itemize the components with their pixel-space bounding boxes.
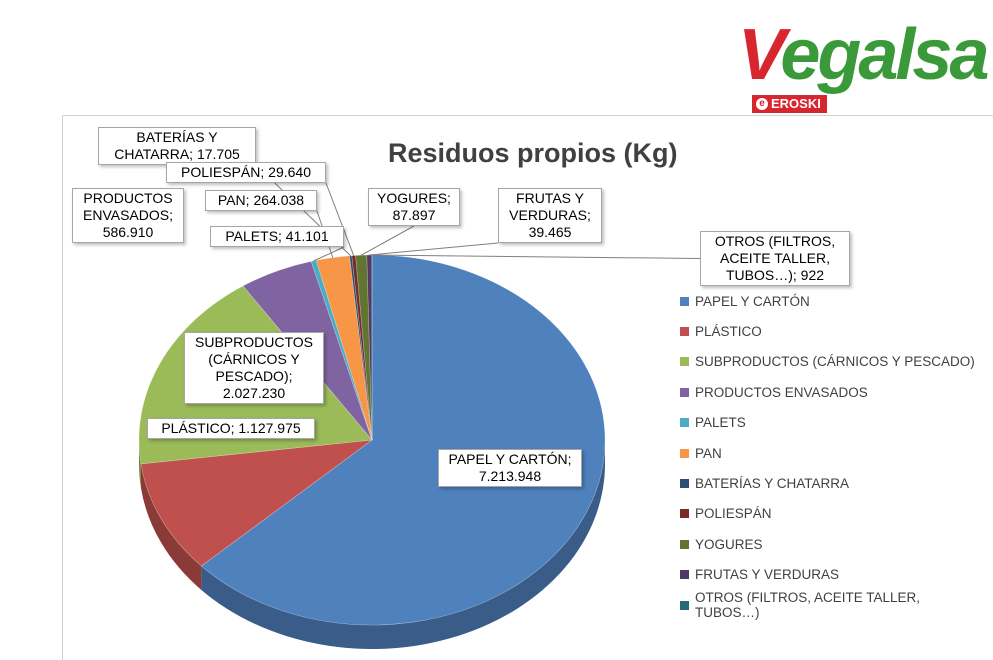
legend-label: PAPEL Y CARTÓN [695,293,810,309]
eroski-icon: e [756,98,768,110]
data-label-plastico: PLÁSTICO; 1.127.975 [147,418,315,439]
leader-line-frutas-y-verduras [369,242,499,256]
legend-item-productos-envasados: PRODUCTOS ENVASADOS [668,377,986,407]
leader-line-palets [313,246,345,262]
eroski-badge: e EROSKI [752,95,827,113]
legend-swatch [680,539,689,549]
legend-label: SUBPRODUCTOS (CÁRNICOS Y PESCADO) [695,354,975,370]
pie-side-plastico [140,463,202,590]
legend-swatch [680,448,689,458]
chart-title: Residuos propios (Kg) [388,138,678,168]
legend-label: FRUTAS Y VERDURAS [695,567,840,583]
legend-item-palets: PALETS [668,408,986,438]
vegalsa-eroski-logo: Vegalsa e EROSKI [734,15,990,118]
data-label-palets: PALETS; 41.101 [210,226,344,247]
legend-swatch [680,387,689,397]
legend-label: PRODUCTOS ENVASADOS [695,384,868,400]
legend-swatch [680,418,689,428]
legend-label: OTROS (FILTROS, ACEITE TALLER, TUBOS…) [695,590,921,621]
pie-slice-papel-y-carton [200,254,606,626]
data-label-otros-filtros-aceite-taller-tubos: OTROS (FILTROS, ACEITE TALLER, TUBOS…); … [700,231,850,286]
leader-line-yogures [360,225,415,256]
data-label-productos-envasados: PRODUCTOS ENVASADOS; 586.910 [72,188,184,243]
leader-line-otros-filtros-aceite-taller-tubos [371,254,701,259]
legend-item-papel-y-carton: PAPEL Y CARTÓN [668,286,986,316]
logo-wordmark: Vegalsa [738,15,990,95]
legend-label: PLÁSTICO [695,324,762,340]
legend-label: YOGURES [695,536,763,552]
legend-label: BATERÍAS Y CHATARRA [695,476,850,492]
pie-side-subproductos-carnicos-y-pescado [139,440,141,488]
eroski-label: EROSKI [771,96,821,111]
legend-swatch [680,296,689,306]
pie-slice-yogures [355,254,373,441]
legend-swatch [680,327,689,337]
data-label-poliespan: POLIESPÁN; 29.640 [166,162,326,183]
legend-swatch [680,600,689,610]
legend-item-poliespan: POLIESPÁN [668,499,986,529]
legend-item-baterias-y-chatarra: BATERÍAS Y CHATARRA [668,468,986,498]
legend-label: POLIESPÁN [695,506,772,522]
pie-side-papel-y-carton [201,440,605,649]
legend-item-subproductos-carnicos-y-pescado: SUBPRODUCTOS (CÁRNICOS Y PESCADO) [668,347,986,377]
leader-line-poliespan [325,182,355,256]
legend-item-frutas-y-verduras: FRUTAS Y VERDURAS [668,560,986,590]
legend-item-yogures: YOGURES [668,529,986,559]
legend-label: PALETS [695,415,746,431]
legend-item-plastico: PLÁSTICO [668,316,986,346]
pie-slice-plastico [140,439,374,567]
legend-swatch [680,509,689,519]
legend-item-otros-filtros-aceite-taller-tubos: OTROS (FILTROS, ACEITE TALLER, TUBOS…) [668,590,986,620]
data-label-frutas-y-verduras: FRUTAS Y VERDURAS; 39.465 [498,188,602,243]
legend-swatch [680,357,689,367]
legend-swatch [680,570,689,580]
data-label-papel-y-carton: PAPEL Y CARTÓN; 7.213.948 [438,449,582,487]
data-label-yogures: YOGURES; 87.897 [368,188,460,226]
data-label-baterias-y-chatarra: BATERÍAS Y CHATARRA; 17.705 [98,127,256,165]
data-label-subproductos-carnicos-y-pescado: SUBPRODUCTOS (CÁRNICOS Y PESCADO); 2.027… [184,332,324,404]
legend-swatch [680,479,689,489]
chart-frame [62,115,993,660]
chart-legend: PAPEL Y CARTÓN PLÁSTICO SUBPRODUCTOS (CÁRN… [668,286,986,620]
legend-label: PAN [695,445,722,461]
data-label-pan: PAN; 264.038 [205,190,317,211]
legend-item-pan: PAN [668,438,986,468]
